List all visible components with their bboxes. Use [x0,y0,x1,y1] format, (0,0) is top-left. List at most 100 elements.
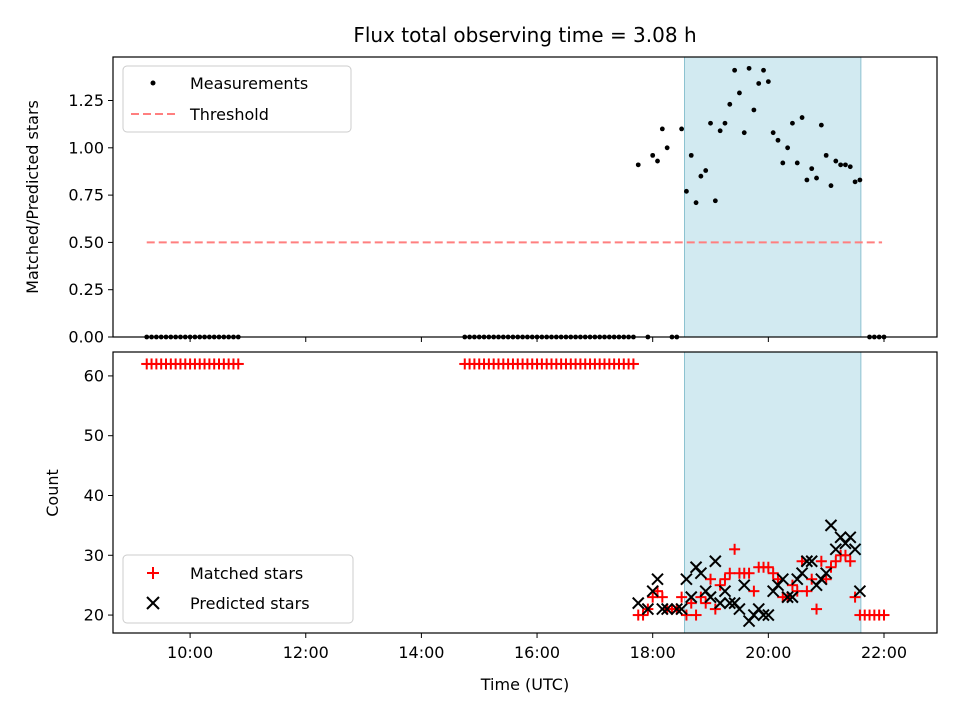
legend-matched-marker [147,567,159,579]
measurement-point [857,177,863,183]
measurement-point [847,164,853,170]
y-tick-label: 0.00 [68,328,104,347]
matched-star-point [811,603,823,615]
measurement-point [684,188,689,194]
predicted-star-point [675,602,688,616]
x-tick-label: 22:00 [861,643,907,662]
predicted-star-point [718,584,732,598]
predicted-star-point [800,555,814,568]
ratio-panel: 0.00 0.25 0.50 0.75 1.00 1.25 Matched/Predict… [23,56,938,347]
y-tick-label: 0.50 [68,233,104,252]
ratio-y-ticks: 0.00 0.25 0.50 0.75 1.00 1.25 [68,91,113,347]
measurement-point [765,79,771,84]
measurement-point [722,120,728,126]
measurement-point [708,120,713,126]
measurement-point [679,126,685,132]
x-tick-label: 16:00 [514,643,560,662]
matched-star-point [627,358,639,370]
y-tick-label: 20 [84,606,104,625]
predicted-star-point [853,584,867,598]
legend-threshold-label: Threshold [189,105,269,124]
measurement-point [838,162,844,168]
ratio-highlight-span [683,56,862,338]
x-axis-label: Time (UTC) [480,675,569,694]
y-tick-label: 60 [84,366,104,385]
legend-predicted-label: Predicted stars [190,594,310,613]
measurement-point [737,90,742,96]
matched-star-point [801,585,813,597]
predicted-star-point [680,572,693,586]
measurement-point [732,67,738,73]
x-tick-label: 18:00 [630,643,676,662]
measurement-point [794,160,800,166]
predicted-star-point [824,519,838,532]
measurement-point [804,177,810,183]
predicted-star-point [685,590,698,604]
x-tick-label: 14:00 [398,643,444,662]
predicted-star-point [844,531,857,544]
matched-star-point [729,543,741,555]
measurement-point [833,158,839,164]
measurement-point [712,198,718,204]
y-tick-label: 0.75 [68,186,104,205]
predicted-star-point [670,602,683,616]
matched-star-point [685,597,697,609]
x-tick-label: 12:00 [283,643,329,662]
predicted-star-point [781,590,794,604]
count-y-ticks: 20 30 40 50 60 [84,366,113,625]
matched-star-point [705,573,717,585]
matched-star-point [690,609,702,621]
measurement-point [790,120,795,126]
predicted-star-point [660,602,674,616]
y-tick-label: 40 [84,486,104,505]
matched-star-point [743,567,755,579]
measurement-point [775,137,781,143]
predicted-star-point [632,596,645,610]
predicted-star-point [805,555,818,568]
predicted-star-point [776,572,790,586]
predicted-star-point [757,608,770,622]
measurement-point [761,67,766,73]
predicted-star-point [786,590,799,604]
measurement-point [828,183,834,189]
measurement-point [746,65,752,71]
measurement-point [741,130,747,136]
measurement-point [717,128,723,134]
matched-star-point [815,555,827,567]
measurement-point [664,145,670,151]
predicted-star-point [704,590,717,604]
measurement-point [693,200,699,206]
measurement-point [655,158,660,164]
predicted-star-point [733,602,746,616]
legend-measurements-label: Measurements [190,74,308,93]
legend-predicted-marker [146,596,160,610]
matched-star-point [830,555,842,567]
count-legend: Matched stars Predicted stars [122,554,354,624]
count-panel: 20 30 40 50 60 10:00 12:00 14:00 16:00 18:00 20:0… [43,351,938,694]
measurement-point [659,126,665,132]
predicted-star-point [738,578,751,592]
measurement-point [785,145,791,151]
matched-star-point [748,585,760,597]
y-tick-label: 1.00 [68,138,104,157]
legend-measurements-marker [150,80,156,86]
matched-star-point [724,567,736,579]
measurement-point [818,122,824,128]
matched-star-point [844,555,856,567]
measurement-point [698,173,704,179]
predicted-star-point [723,596,737,610]
matched-star-point [767,567,779,579]
y-tick-label: 30 [84,546,104,565]
x-tick-label: 10:00 [167,643,213,662]
ratio-x-ticks [189,337,885,342]
y-tick-label: 1.25 [68,91,104,110]
measurement-point [843,162,848,168]
predicted-star-point [762,608,775,622]
measurement-point [770,130,776,136]
matched-star-point [647,591,659,603]
chart-title: Flux total observing time = 3.08 h [353,23,696,47]
ratio-y-axis-label: Matched/Predicted stars [23,100,42,294]
ratio-legend: Measurements Threshold [122,65,352,133]
predicted-star-point [646,584,659,598]
